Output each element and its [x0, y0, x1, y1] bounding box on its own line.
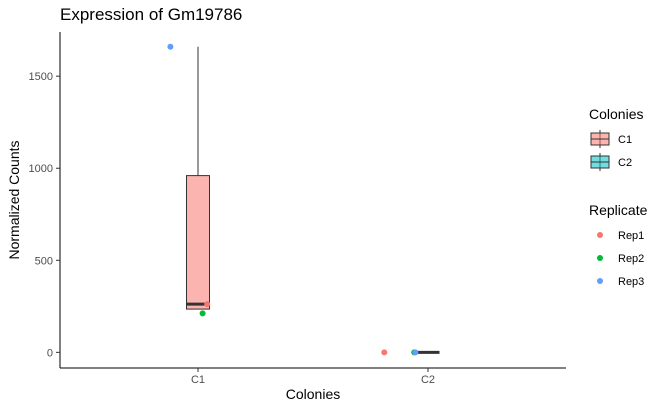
- y-tick-label: 1500: [29, 71, 53, 83]
- legend-colonies-title: Colonies: [589, 106, 643, 122]
- legend-key-point: [597, 255, 603, 261]
- box-C1: [186, 46, 210, 310]
- legend-key-point: [597, 278, 603, 284]
- y-axis-title: Normalized Counts: [6, 140, 22, 259]
- legend-replicate-item-Rep3: Rep3: [597, 276, 644, 288]
- legend-replicate-label: Rep3: [618, 276, 644, 288]
- point-C1-Rep2: [199, 310, 206, 317]
- legend-replicate-title: Replicate: [589, 202, 648, 218]
- legend-replicate-item-Rep2: Rep2: [597, 253, 644, 265]
- point-C2-Rep3: [412, 349, 419, 356]
- point-C2-Rep1: [381, 349, 388, 356]
- plot-area: 0 500 1000 1500 C1 C2: [29, 32, 566, 386]
- legend-colonies-item-C2: C2: [590, 153, 632, 171]
- x-tick-label: C2: [421, 374, 435, 386]
- legend-replicate-item-Rep1: Rep1: [597, 230, 644, 242]
- legend-replicate-label: Rep2: [618, 253, 644, 265]
- x-axis-title: Colonies: [286, 386, 340, 402]
- legend-colonies-label: C2: [618, 157, 632, 169]
- y-tick-label: 1000: [29, 163, 53, 175]
- legend-key-point: [597, 232, 603, 238]
- legend-colonies-item-C1: C1: [590, 130, 632, 148]
- y-tick-label: 500: [35, 255, 53, 267]
- x-tick-label: C1: [191, 374, 205, 386]
- legend-replicate-label: Rep1: [618, 230, 644, 242]
- y-tick-label: 0: [47, 347, 53, 359]
- legend-replicate: Replicate Rep1 Rep2 Rep3: [589, 202, 648, 288]
- point-C1-Rep1: [204, 301, 211, 308]
- point-C1-Rep3: [167, 43, 174, 50]
- legend-colonies: Colonies C1 C2: [589, 106, 643, 171]
- legend-colonies-label: C1: [618, 134, 632, 146]
- chart-title: Expression of Gm19786: [60, 5, 242, 24]
- box-body: [186, 175, 210, 310]
